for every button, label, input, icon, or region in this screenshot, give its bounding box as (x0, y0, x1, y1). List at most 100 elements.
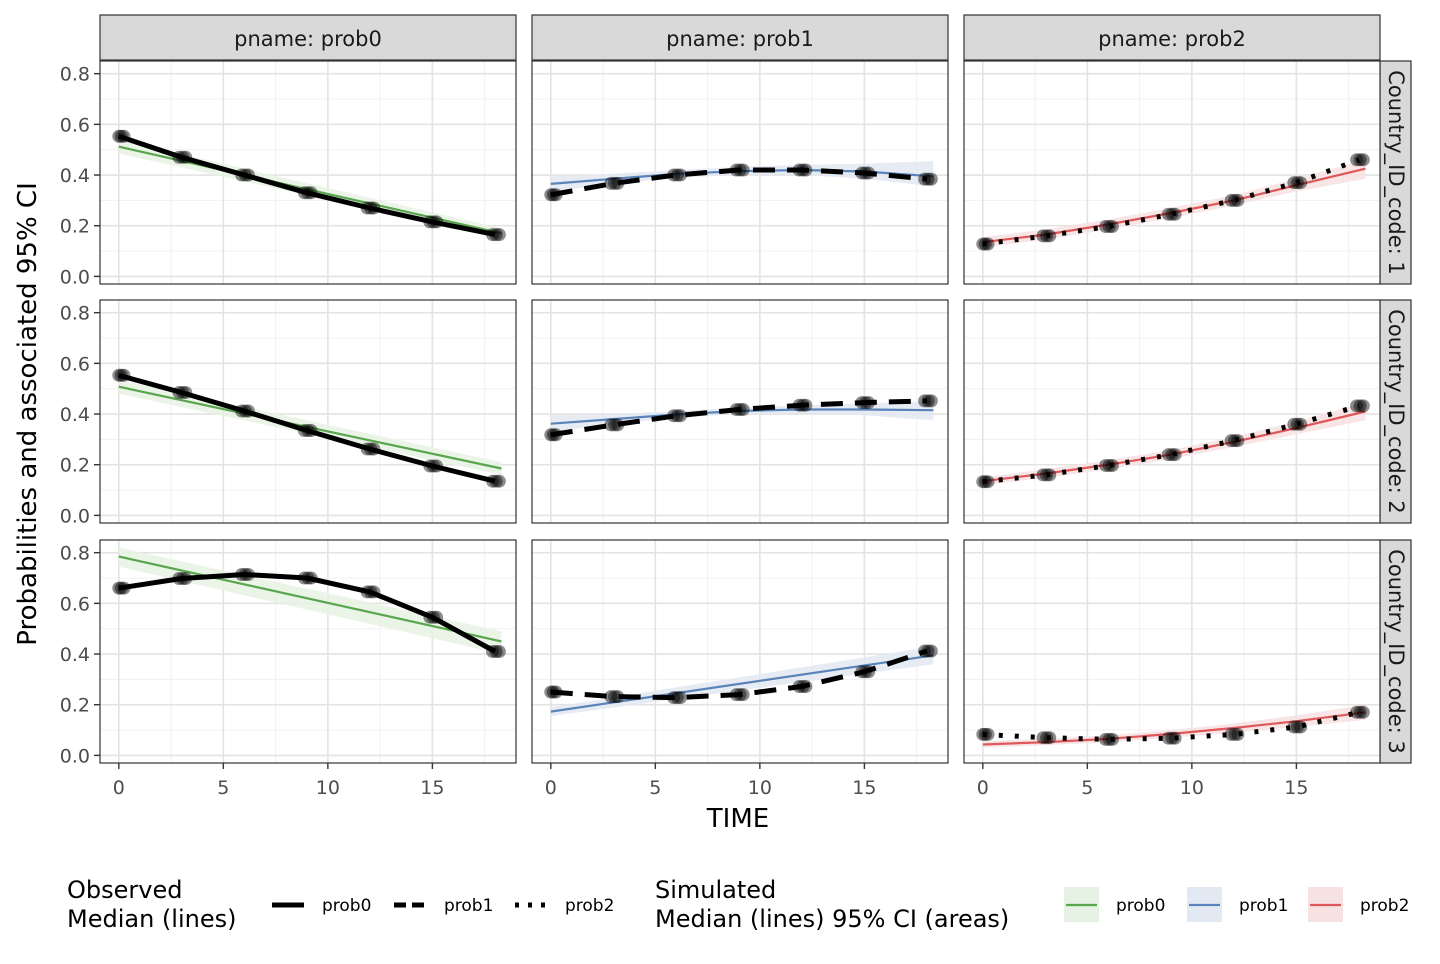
y-tick-label: 0.4 (60, 404, 90, 426)
observed-point (608, 418, 622, 432)
legend-observed-label: prob1 (444, 896, 493, 916)
observed-point (492, 645, 506, 658)
observed-point (1356, 705, 1370, 719)
facet-panel: 0.0 0.2 0.4 0.6 0.8 0 5 10 15 (60, 539, 517, 799)
observed-point (736, 403, 750, 416)
panel-border (99, 539, 517, 764)
facet-panel (531, 299, 949, 524)
facet-strip-row-label: Country_ID_code: 1 (1383, 70, 1408, 275)
facet-strip-col (99, 14, 517, 61)
observed-point (1099, 459, 1113, 472)
panel-border (963, 299, 1381, 524)
facet-strip-col (963, 14, 1381, 61)
y-tick-label: 0.2 (60, 216, 90, 238)
observed-median-line (118, 572, 497, 654)
observed-point (1036, 468, 1050, 482)
x-tick-label: 10 (748, 777, 772, 799)
observed-point (489, 474, 503, 488)
legend-simulated: Simulated Median (lines) 95% CI (areas) … (655, 876, 1409, 933)
observed-point (736, 163, 750, 177)
observed-point (1287, 417, 1301, 431)
y-tick-label: 0.0 (60, 745, 90, 767)
observed-median-line (118, 133, 496, 238)
legend-simulated-label: prob2 (1360, 896, 1409, 916)
observed-point (611, 690, 625, 704)
facet-panel: 0.0 0.2 0.4 0.6 0.8 (60, 299, 517, 527)
panel-background (964, 61, 1380, 284)
observed-point (1224, 434, 1238, 448)
observed-point (1036, 731, 1050, 745)
observed-point (608, 176, 622, 190)
observed-point (921, 394, 935, 408)
observed-median-line (550, 398, 928, 438)
legend-simulated-label: prob0 (1116, 896, 1165, 916)
simulated-ci-ribbon (982, 704, 1366, 748)
observed-median-line (550, 648, 928, 701)
observed-point (673, 168, 687, 182)
simulated-ci-ribbon (550, 161, 934, 192)
x-tick-label: 5 (217, 777, 229, 799)
y-tick-label: 0.2 (60, 455, 90, 477)
panel-border (963, 60, 1381, 285)
observed-point (1353, 705, 1367, 719)
legend-simulated-title-line1: Simulated (655, 876, 776, 904)
legend-observed-title-line1: Observed (67, 876, 182, 904)
y-tick-label: 0.8 (60, 303, 90, 325)
x-tick-label: 15 (1284, 777, 1308, 799)
observed-point (1228, 727, 1242, 741)
x-tick-label: 0 (977, 777, 989, 799)
y-tick-label: 0.8 (60, 543, 90, 565)
observed-point (670, 168, 684, 182)
y-axis-title: Probabilities and associated 95% CI (13, 182, 43, 645)
observed-point (924, 644, 938, 658)
legend-observed: Observed Median (lines) prob0 prob1 prob2 (67, 876, 614, 933)
observed-point (1287, 720, 1301, 734)
y-tick-label: 0.6 (60, 114, 90, 136)
y-tick-label: 0.4 (60, 165, 90, 187)
x-tick-label: 5 (1081, 777, 1093, 799)
panel-border (99, 299, 517, 524)
observed-point (1350, 705, 1364, 719)
facet-strip-row-label: Country_ID_code: 2 (1383, 309, 1408, 514)
facet-panel: 0.0 0.2 0.4 0.6 0.8 (60, 60, 517, 288)
observed-point (981, 475, 995, 489)
observed-point (1161, 448, 1175, 462)
observed-point (673, 409, 687, 423)
panel-background (100, 300, 516, 523)
observed-point (670, 409, 684, 423)
simulated-median-line (982, 167, 1366, 244)
observed-point (1353, 399, 1367, 413)
observed-point (492, 228, 506, 242)
observed-point (1290, 720, 1304, 734)
facet-strip-row (1379, 60, 1412, 285)
y-tick-label: 0.4 (60, 644, 90, 666)
observed-point (1040, 731, 1054, 745)
observed-point (604, 176, 618, 190)
facet-panel (963, 299, 1381, 524)
facet-strip-col-label: pname: prob2 (1098, 27, 1246, 51)
observed-point (489, 228, 503, 242)
panel-background (532, 540, 948, 763)
observed-point (492, 474, 506, 488)
observed-point (736, 688, 750, 702)
x-tick-label: 15 (852, 777, 876, 799)
simulated-ci-ribbon (982, 159, 1366, 248)
observed-point (981, 727, 995, 741)
legend-observed-label: prob2 (565, 896, 614, 916)
simulated-median-line (118, 145, 502, 235)
x-tick-label: 15 (420, 777, 444, 799)
x-axis-title: TIME (706, 804, 769, 834)
observed-point (1165, 731, 1179, 745)
simulated-median-line (982, 711, 1366, 746)
observed-point (1161, 731, 1175, 745)
legend-observed-label: prob0 (322, 896, 371, 916)
observed-point (1356, 153, 1370, 167)
observed-point (1224, 193, 1238, 207)
facet-strip-row (1379, 299, 1412, 524)
facet-strip-col-label: pname: prob0 (234, 27, 382, 51)
observed-point (673, 691, 687, 705)
observed-point (1099, 732, 1113, 746)
panel-border (531, 539, 949, 764)
